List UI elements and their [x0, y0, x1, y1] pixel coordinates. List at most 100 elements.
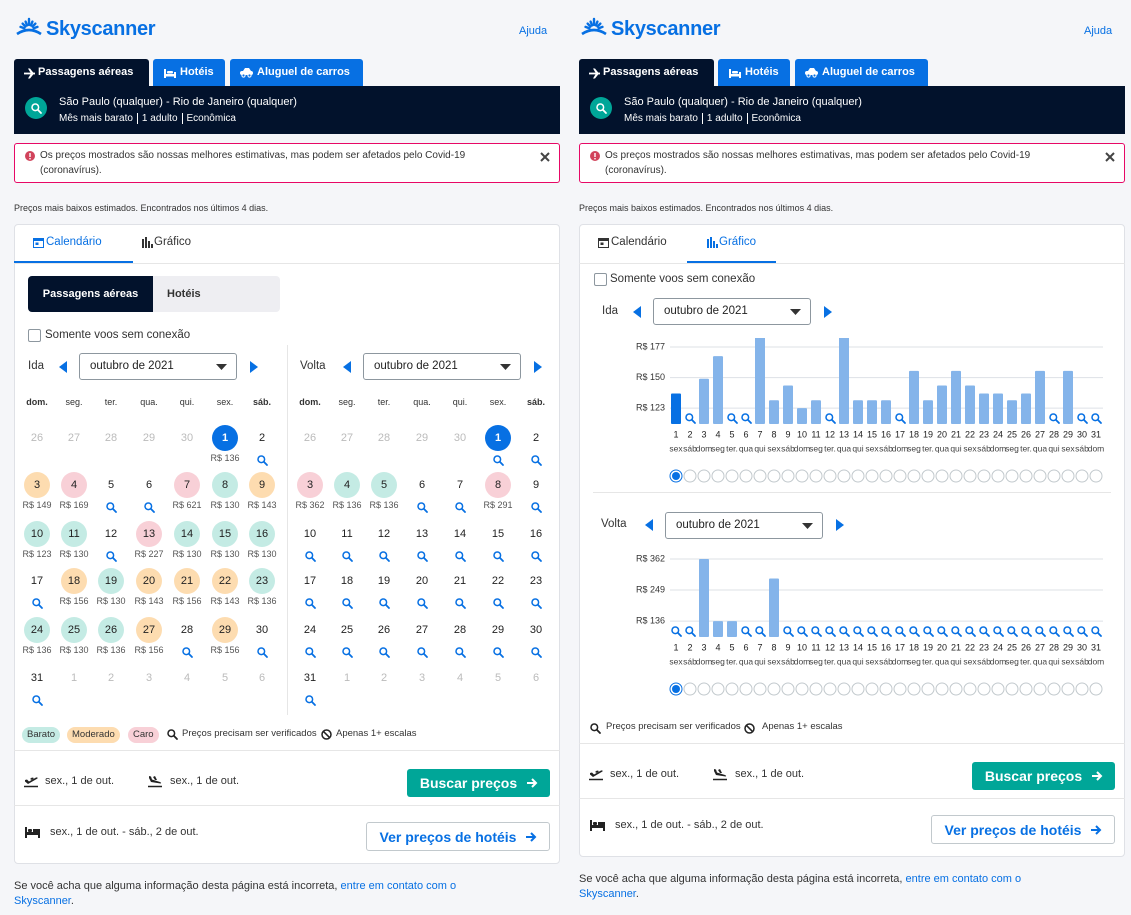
calendar-day[interactable]: 18	[61, 568, 87, 594]
calendar-day[interactable]: 15	[491, 528, 505, 540]
calendar-day[interactable]: 27	[415, 624, 429, 636]
calendar-day[interactable]: 5	[107, 479, 115, 491]
calendar-day[interactable]: 10	[303, 528, 317, 540]
calendar-day[interactable]: 4	[334, 472, 360, 498]
calendar-day[interactable]: 4	[61, 472, 87, 498]
view-tab[interactable]: Calendário	[46, 236, 102, 248]
calendar-day[interactable]: 6	[145, 479, 153, 491]
prev-month[interactable]	[633, 306, 641, 318]
search-summary[interactable]	[14, 86, 560, 134]
alert-close[interactable]	[1105, 152, 1115, 162]
calendar-day[interactable]: 21	[174, 568, 200, 594]
calendar-day[interactable]: 29	[491, 624, 505, 636]
calendar-day[interactable]: 11	[61, 521, 87, 547]
calendar-day[interactable]: 14	[453, 528, 467, 540]
calendar-day[interactable]: 11	[341, 528, 353, 540]
calendar-day[interactable]: 12	[377, 528, 391, 540]
checkbox[interactable]	[28, 329, 41, 342]
calendar-day[interactable]: 2	[258, 432, 266, 444]
calendar-day[interactable]: 1	[485, 425, 511, 451]
calendar-day[interactable]: 9	[249, 472, 275, 498]
month-select[interactable]: outubro de 2021	[653, 298, 811, 325]
month-select[interactable]: outubro de 2021	[665, 512, 823, 539]
calendar-day[interactable]: 17	[30, 575, 44, 587]
calendar-day[interactable]: 12	[104, 528, 118, 540]
footer-link[interactable]: entre em contato com o Skyscanner	[579, 873, 1022, 900]
calendar-day[interactable]: 28	[453, 624, 467, 636]
calendar-day[interactable]: 18	[340, 575, 354, 587]
calendar-day[interactable]: 24	[24, 617, 50, 643]
search-button[interactable]: Buscar preços	[407, 769, 550, 797]
calendar-day[interactable]: 17	[303, 575, 317, 587]
calendar-day[interactable]: 16	[249, 521, 275, 547]
calendar-day[interactable]: 14	[174, 521, 200, 547]
nav-tab[interactable]	[14, 59, 149, 86]
calendar-day[interactable]: 5	[371, 472, 397, 498]
calendar-day[interactable]: 16	[529, 528, 543, 540]
weekday-label: sex	[865, 656, 879, 666]
calendar-day[interactable]: 7	[456, 479, 464, 491]
toggle-active[interactable]	[28, 276, 153, 312]
next-month[interactable]	[824, 306, 832, 318]
calendar-day[interactable]: 9	[532, 479, 540, 491]
calendar-day[interactable]: 13	[415, 528, 429, 540]
next-month[interactable]	[836, 519, 844, 531]
calendar-day[interactable]: 3	[297, 472, 323, 498]
icon-part	[1049, 413, 1058, 422]
calendar-day[interactable]: 31	[30, 672, 44, 684]
prev-month[interactable]	[645, 519, 653, 531]
calendar-day[interactable]: 8	[212, 472, 238, 498]
calendar-day[interactable]: 31	[303, 672, 317, 684]
calendar-day[interactable]: 20	[415, 575, 429, 587]
calendar-day[interactable]: 6	[418, 479, 426, 491]
search-button[interactable]: Buscar preços	[972, 762, 1115, 790]
calendar-day[interactable]: 26	[98, 617, 124, 643]
hotel-button[interactable]: Ver preços de hotéis	[931, 815, 1115, 844]
calendar-day[interactable]: 13	[136, 521, 162, 547]
calendar-day[interactable]: 10	[24, 521, 50, 547]
calendar-day[interactable]: 30	[255, 624, 269, 636]
calendar-day[interactable]: 8	[485, 472, 511, 498]
calendar-day[interactable]: 19	[98, 568, 124, 594]
calendar-day[interactable]: 15	[212, 521, 238, 547]
checkbox[interactable]	[594, 273, 607, 286]
calendar-day[interactable]: 26	[377, 624, 391, 636]
calendar-day[interactable]: 23	[529, 575, 543, 587]
calendar-day[interactable]: 19	[377, 575, 391, 587]
calendar-day[interactable]: 29	[212, 617, 238, 643]
view-tab[interactable]: Calendário	[611, 236, 667, 248]
search-summary[interactable]	[579, 86, 1125, 134]
calendar-day[interactable]: 28	[180, 624, 194, 636]
help-link[interactable]: Ajuda	[519, 25, 548, 37]
alert-close[interactable]	[540, 152, 550, 162]
hotel-button[interactable]: Ver preços de hotéis	[366, 822, 550, 851]
icon-part	[685, 626, 694, 635]
prev-month[interactable]	[343, 361, 351, 373]
calendar-day[interactable]: 30	[529, 624, 543, 636]
help-link[interactable]: Ajuda	[1084, 25, 1113, 37]
icon-part	[106, 551, 115, 560]
calendar-day[interactable]: 2	[532, 432, 540, 444]
calendar-day[interactable]: 22	[491, 575, 505, 587]
calendar-day[interactable]: 25	[61, 617, 87, 643]
next-month[interactable]	[534, 361, 542, 373]
calendar-day[interactable]: 22	[212, 568, 238, 594]
next-month[interactable]	[250, 361, 258, 373]
calendar-day[interactable]: 1	[212, 425, 238, 451]
calendar-day[interactable]: 20	[136, 568, 162, 594]
prev-month[interactable]	[59, 361, 67, 373]
icon-part	[536, 460, 542, 466]
calendar-day[interactable]: 7	[174, 472, 200, 498]
view-tab[interactable]: Gráfico	[719, 236, 757, 248]
calendar-day[interactable]: 23	[249, 568, 275, 594]
nav-tab[interactable]	[579, 59, 714, 86]
footer-link[interactable]: entre em contato com o Skyscanner	[14, 880, 457, 907]
month-select[interactable]: outubro de 2021	[363, 353, 521, 380]
month-select[interactable]: outubro de 2021	[79, 353, 237, 380]
calendar-day[interactable]: 24	[303, 624, 317, 636]
calendar-day[interactable]: 27	[136, 617, 162, 643]
view-tab[interactable]: Gráfico	[154, 236, 192, 248]
calendar-day[interactable]: 21	[453, 575, 467, 587]
calendar-day[interactable]: 3	[24, 472, 50, 498]
calendar-day[interactable]: 25	[340, 624, 354, 636]
